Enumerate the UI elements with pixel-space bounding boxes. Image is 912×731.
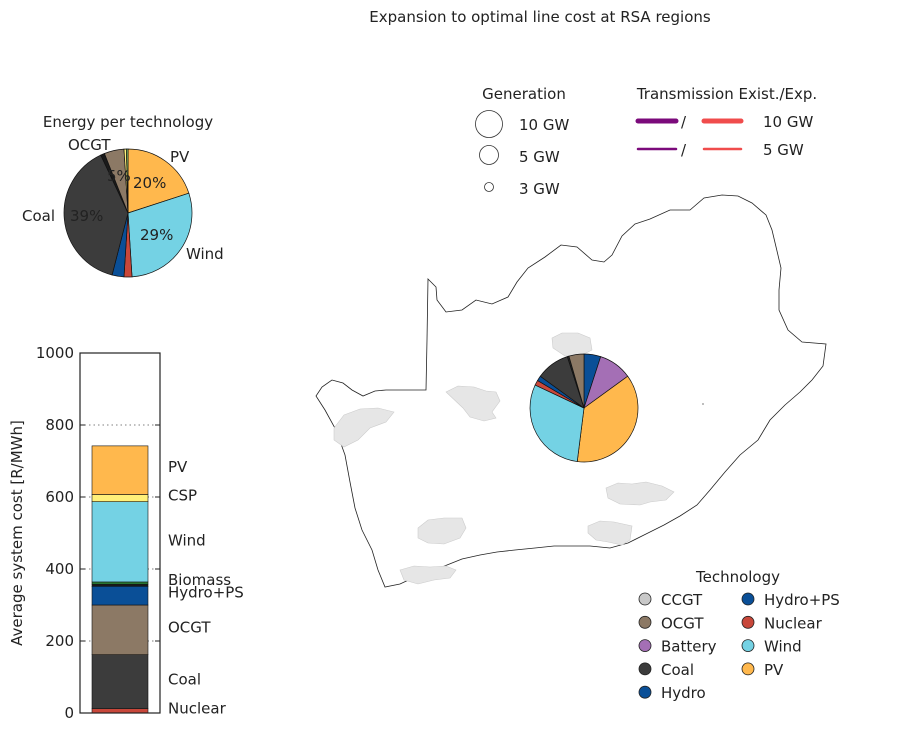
- technology-legend-label-coal: Coal: [661, 661, 694, 679]
- cost-bar-segment-hydro-ps-3: [91, 585, 149, 606]
- cost-bar-ytick-label: 400: [45, 560, 74, 578]
- cost-bar-ytick-label: 200: [45, 632, 74, 650]
- generation-legend-marker-10gw: [475, 110, 503, 138]
- region-east: [605, 481, 675, 506]
- south-africa-map: [315, 194, 827, 588]
- cost-bar-label-ocgt: OCGT: [168, 619, 211, 637]
- technology-legend-marker-coal: [638, 662, 652, 676]
- technology-legend-items: CCGT OCGT Battery Coal Hydro Hydro+PS Nuclear W…: [638, 591, 840, 702]
- generation-legend: Generation 10 GW 5 GW 3 GW: [475, 85, 569, 198]
- map-pie-slice-pv-2: [576, 375, 639, 463]
- transmission-legend: Transmission Exist./Exp. / 10 GW / 5 GW: [635, 85, 817, 159]
- energy-pie-slice-wind-1: [127, 192, 193, 278]
- cost-bar-segment-pv-8: [91, 445, 149, 495]
- generation-legend-marker-5gw: [479, 145, 499, 165]
- transmission-label-10gw: 10 GW: [763, 113, 813, 131]
- cost-bar-segment-other-4: [91, 583, 149, 587]
- cost-bar-segment-biomass-5: [91, 581, 149, 585]
- cost-bar-chart: 0 200 400 600 800 1000 PV CSP Wind BiomassHydro+…: [8, 344, 244, 722]
- generation-legend-title: Generation: [482, 85, 566, 103]
- energy-pie-label-wind: Wind: [186, 245, 224, 263]
- technology-legend-label-ocgt: OCGT: [661, 614, 704, 632]
- map-generation-pie: [529, 353, 639, 463]
- south-africa-outline: [315, 194, 827, 588]
- energy-pie-pct-coal: 39%: [70, 207, 103, 225]
- technology-legend-label-battery: Battery: [661, 638, 717, 656]
- transmission-separator-10gw: /: [681, 113, 687, 131]
- energy-pie-title: Energy per technology: [43, 113, 213, 131]
- technology-legend-title: Technology: [695, 568, 780, 586]
- cost-bar-label-hydro-ps: Hydro+PS: [168, 583, 244, 601]
- energy-pie-pct-ocgt: 5%: [107, 167, 131, 185]
- energy-pie-slices: [63, 148, 193, 278]
- energy-pie-label-ocgt: OCGT: [68, 136, 111, 154]
- cost-bar-axes-frame: [79, 352, 161, 714]
- cost-bar-label-pv: PV: [168, 458, 188, 476]
- cost-bar-stack: [91, 445, 149, 714]
- cost-bar-segment-coal-1: [91, 654, 149, 709]
- cost-bar-label-csp: CSP: [168, 487, 197, 505]
- cost-bar-ytick-label: 600: [45, 488, 74, 506]
- technology-legend-marker-nuclear: [741, 615, 755, 629]
- region-southwest: [399, 565, 457, 585]
- technology-legend-label-pv: PV: [764, 661, 784, 679]
- figure-title: Expansion to optimal line cost at RSA re…: [369, 8, 711, 26]
- cost-bar-ytick-label: 0: [64, 704, 74, 722]
- cost-bar-label-biomass: Biomass: [168, 571, 231, 589]
- technology-legend-label-wind: Wind: [764, 638, 802, 656]
- energy-pie-pct-pv: 20%: [133, 174, 166, 192]
- generation-legend-label-10gw: 10 GW: [519, 116, 569, 134]
- technology-legend-marker-ocgt: [638, 615, 652, 629]
- energy-pie-slice-other-8: [126, 148, 129, 214]
- map-pie-slice-ocgt-8: [568, 353, 585, 409]
- technology-legend: Technology CCGT OCGT Battery Coal Hydro Hydro…: [638, 568, 840, 702]
- cost-bar-label-wind: Wind: [168, 532, 206, 550]
- technology-legend-marker-hydro-ps: [741, 592, 755, 606]
- transmission-separator-5gw: /: [681, 141, 687, 159]
- generation-legend-label-5gw: 5 GW: [519, 148, 560, 166]
- cost-bar-yticks: 0 200 400 600 800 1000: [36, 344, 160, 722]
- region-southeast: [587, 520, 633, 546]
- technology-legend-label-nuclear: Nuclear: [764, 614, 823, 632]
- technology-legend-label-hydro: Hydro: [661, 684, 706, 702]
- energy-pie-slice-coal-4: [63, 154, 129, 276]
- transmission-label-5gw: 5 GW: [763, 141, 804, 159]
- cost-bar-ytick-label: 800: [45, 416, 74, 434]
- technology-legend-label-hydro-ps: Hydro+PS: [764, 591, 840, 609]
- map-dot: [702, 403, 704, 405]
- region-west: [333, 407, 395, 448]
- energy-pie-label-coal: Coal: [22, 207, 55, 225]
- cost-bar-ylabel: Average system cost [R/MWh]: [8, 420, 26, 646]
- technology-legend-marker-ccgt: [638, 592, 652, 606]
- cost-bar-segment-ocgt-2: [91, 604, 149, 655]
- cost-bar-ytick-label: 1000: [36, 344, 74, 362]
- energy-pie-chart: Energy per technology PV Wind Coal OCGT …: [22, 113, 224, 278]
- energy-pie-label-pv: PV: [170, 148, 190, 166]
- energy-pie-pct-wind: 29%: [140, 226, 173, 244]
- energy-pie-slice-pv-0: [127, 148, 190, 214]
- map-pie-slice-wind-3: [529, 384, 585, 462]
- technology-legend-marker-hydro: [638, 685, 652, 699]
- technology-legend-marker-battery: [638, 639, 652, 652]
- cost-bar-segment-wind-6: [91, 501, 149, 583]
- generation-legend-marker-3gw: [484, 182, 494, 192]
- transmission-legend-title: Transmission Exist./Exp.: [636, 85, 817, 103]
- technology-legend-marker-pv: [741, 662, 755, 676]
- technology-legend-label-ccgt: CCGT: [661, 591, 703, 609]
- lesotho-region: [445, 385, 501, 422]
- cost-bar-label-coal: Coal: [168, 671, 201, 689]
- region-central: [417, 517, 467, 545]
- region-northwest: [551, 332, 593, 357]
- generation-legend-label-3gw: 3 GW: [519, 180, 560, 198]
- cost-bar-segment-nuclear-0: [91, 708, 149, 714]
- technology-legend-marker-wind: [741, 639, 755, 652]
- cost-bar-segment-csp-7: [91, 494, 149, 502]
- cost-bar-label-nuclear: Nuclear: [168, 699, 227, 717]
